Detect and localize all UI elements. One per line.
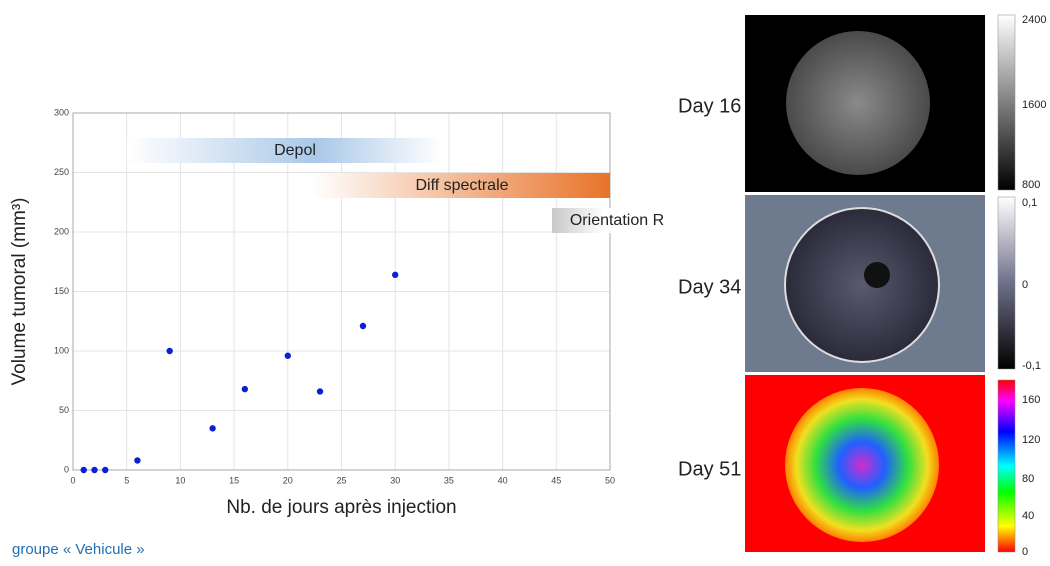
x-tick-label: 30: [390, 475, 400, 485]
point: [392, 271, 399, 279]
y-tick-label: 100: [54, 345, 69, 355]
x-tick-label: 50: [605, 475, 615, 485]
x-tick-label: 35: [444, 475, 454, 485]
period-label: Depol: [274, 142, 316, 159]
colorbar: [997, 379, 1016, 553]
point: [359, 322, 367, 330]
axes-box: [72, 112, 611, 471]
sample-disk: [786, 31, 930, 175]
day-label: Day 51: [678, 458, 741, 480]
colorbar-label: 0,1: [1022, 197, 1037, 209]
point: [102, 466, 109, 474]
y-tick-label: 50: [59, 405, 69, 415]
point: [80, 466, 87, 474]
x-tick-label: 20: [283, 475, 293, 485]
point: [91, 466, 98, 474]
day-label: Day 16: [678, 95, 741, 117]
x-tick-label: 0: [70, 475, 75, 485]
y-tick-label: 250: [54, 167, 69, 177]
period-label: Diff spectrale: [415, 177, 508, 194]
colorbar-label: 160: [1022, 394, 1040, 406]
colorbar-label: 2400: [1022, 14, 1046, 26]
colorbar-label: 40: [1022, 510, 1034, 522]
period-bar: [552, 208, 682, 233]
y-tick-label: 300: [54, 107, 69, 117]
colorbar-label: -0,1: [1022, 360, 1041, 372]
point: [241, 385, 249, 393]
y-axis-label: Volume tumoral (mm³): [9, 198, 30, 386]
sample-disk: [785, 388, 939, 542]
x-tick-label: 10: [175, 475, 185, 485]
x-tick-label: 25: [336, 475, 346, 485]
colorbar: [997, 14, 1016, 191]
period-bar: [127, 138, 442, 163]
colorbar-label: 0: [1022, 546, 1028, 558]
point: [209, 425, 216, 432]
colorbar-label: 0: [1022, 279, 1028, 291]
period-label: Orientation R: [570, 212, 664, 229]
x-tick-label: 15: [229, 475, 239, 485]
point: [284, 352, 291, 359]
sample-disk: [784, 207, 940, 363]
colorbar-label: 80: [1022, 473, 1034, 485]
x-tick-label: 5: [124, 475, 129, 485]
y-tick-label: 150: [54, 286, 69, 296]
x-axis-label: Nb. de jours après injection: [226, 497, 456, 518]
y-tick-label: 200: [54, 226, 69, 236]
x-tick-label: 40: [498, 475, 508, 485]
day-label: Day 34: [678, 276, 741, 298]
y-tick-label: 0: [64, 464, 69, 474]
point: [166, 347, 173, 355]
colorbar-label: 120: [1022, 434, 1040, 446]
x-tick-label: 45: [551, 475, 561, 485]
point: [316, 388, 324, 395]
period-bar: [312, 173, 610, 198]
colorbar-label: 800: [1022, 179, 1040, 191]
colorbar-label: 1600: [1022, 99, 1046, 111]
tumor-spot: [864, 262, 890, 288]
point: [134, 457, 141, 464]
colorbar: [997, 196, 1016, 370]
footer: groupe « Vehicule »: [12, 541, 145, 558]
